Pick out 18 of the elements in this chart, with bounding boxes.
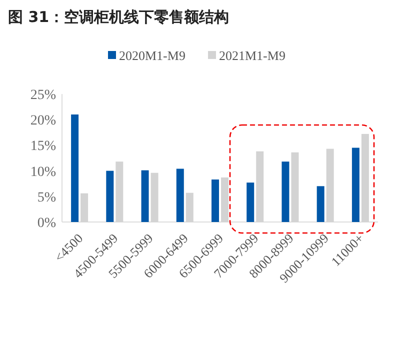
bar bbox=[246, 182, 254, 222]
bar bbox=[212, 180, 219, 222]
bar bbox=[106, 170, 114, 222]
bar bbox=[316, 186, 324, 222]
y-tick-label: 25% bbox=[30, 88, 56, 103]
bar bbox=[176, 168, 184, 222]
chart-title: 图 31：空调柜机线下零售额结构 bbox=[8, 8, 230, 26]
y-tick-label: 0% bbox=[37, 216, 56, 231]
bar bbox=[71, 114, 79, 222]
y-tick-label: 5% bbox=[37, 190, 56, 206]
y-tick-label: 15% bbox=[30, 139, 56, 154]
bar bbox=[141, 170, 149, 222]
bar bbox=[352, 148, 360, 222]
y-tick-label: 10% bbox=[30, 164, 56, 180]
bar bbox=[282, 162, 290, 222]
y-tick-label: 20% bbox=[30, 114, 56, 129]
legend-label: 2021M1-M9 bbox=[219, 48, 286, 63]
legend-label: 2020M1-M9 bbox=[119, 48, 186, 63]
